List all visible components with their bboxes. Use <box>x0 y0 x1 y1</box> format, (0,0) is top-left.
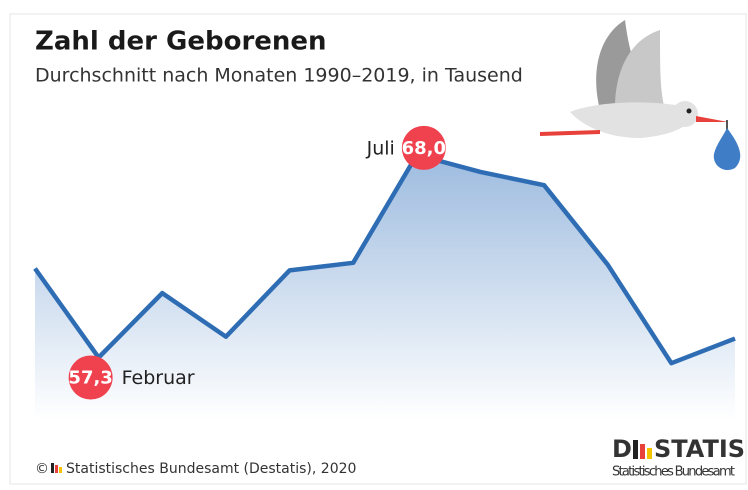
logo-start: D <box>612 435 632 463</box>
label-bubble <box>401 125 446 170</box>
category-label: Februar <box>122 367 195 389</box>
line <box>33 152 736 366</box>
source: Statistisches Bundesamt (Destatis), 2020 <box>66 461 356 477</box>
logo-flag <box>633 440 652 459</box>
logo-subtitle: Statistisches Bundesamt <box>612 465 735 480</box>
value-label: 68,0 <box>402 138 446 159</box>
stork <box>540 20 741 171</box>
logo-end: STATIS <box>654 435 745 463</box>
area-fill <box>35 154 735 420</box>
source-flag <box>51 463 62 473</box>
source-prefix: © <box>35 461 49 477</box>
chart-title: Zahl der Geborenen <box>35 27 327 57</box>
label-bubble <box>68 355 113 400</box>
value-label: 57,3 <box>68 368 112 389</box>
chart-subtitle: Durchschnitt nach Monaten 1990–2019, in … <box>35 65 523 87</box>
category-label: Juli <box>366 137 395 159</box>
